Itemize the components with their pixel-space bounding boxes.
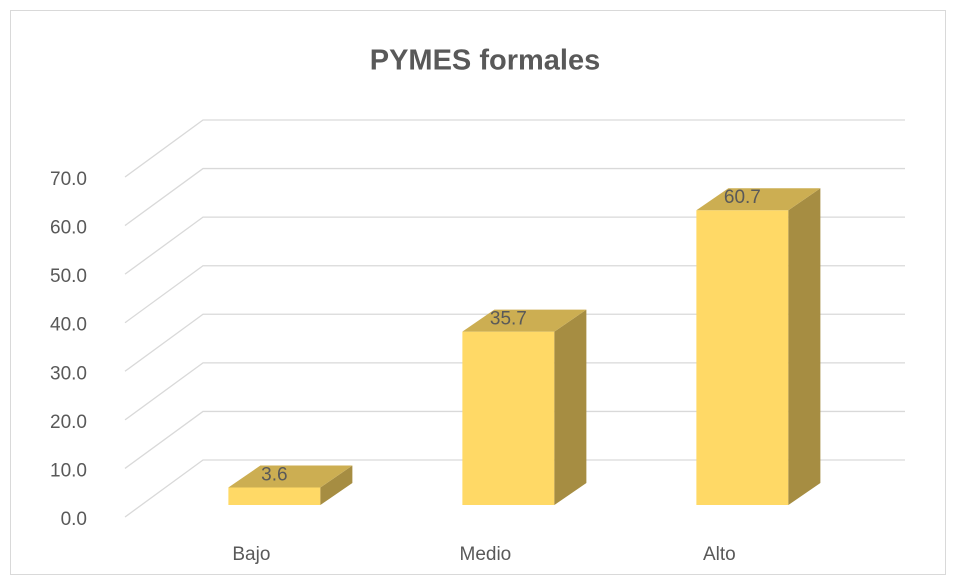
grid-line xyxy=(124,167,905,227)
bar-top xyxy=(696,188,821,211)
bar xyxy=(462,309,587,506)
y-tick-label: 20.0 xyxy=(50,412,87,433)
grid-line xyxy=(124,459,905,518)
value-label: 60.7 xyxy=(724,187,761,208)
y-tick-label: 70.0 xyxy=(50,169,87,190)
value-label: 3.6 xyxy=(261,465,287,486)
bar-side xyxy=(320,465,353,506)
x-tick-label: Medio xyxy=(460,544,512,565)
x-tick-label: Alto xyxy=(703,544,736,565)
bar-top xyxy=(228,465,353,488)
y-tick-label: 50.0 xyxy=(50,266,87,287)
grid-line xyxy=(124,410,905,469)
grid-line xyxy=(124,313,905,372)
grid-line xyxy=(124,216,905,275)
grid-line xyxy=(124,265,905,324)
x-tick-label: Bajo xyxy=(232,544,270,565)
bar-top xyxy=(462,309,587,332)
bar xyxy=(228,465,353,506)
y-tick-label: 30.0 xyxy=(50,363,87,384)
grid-line xyxy=(124,119,905,178)
y-tick-label: 0.0 xyxy=(61,509,87,530)
bar-side xyxy=(554,309,587,506)
bar-front xyxy=(462,331,555,506)
chart-title: PYMES formales xyxy=(370,45,600,77)
bar-front xyxy=(228,487,321,506)
y-tick-label: 60.0 xyxy=(50,218,87,239)
y-tick-label: 40.0 xyxy=(50,315,87,336)
y-tick-label: 10.0 xyxy=(50,460,87,481)
bar-side xyxy=(788,188,821,506)
bar-front xyxy=(696,210,789,506)
bar xyxy=(696,188,821,506)
value-label: 35.7 xyxy=(490,309,527,330)
grid-line xyxy=(124,362,905,421)
